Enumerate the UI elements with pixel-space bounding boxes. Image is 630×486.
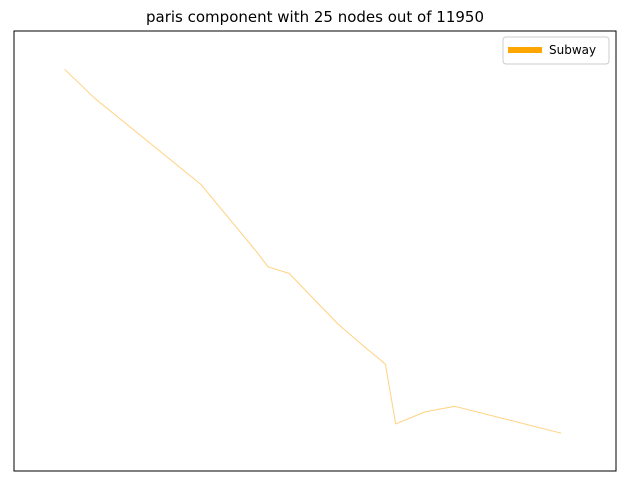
chart-title: paris component with 25 nodes out of 119…: [146, 8, 484, 26]
series-layer: [64, 68, 562, 434]
series-line-subway: [64, 68, 562, 434]
legend-label-subway: Subway: [549, 43, 596, 57]
plot-area-frame: [13, 30, 617, 472]
legend-box: [502, 36, 610, 65]
legend: Subway: [502, 36, 610, 65]
